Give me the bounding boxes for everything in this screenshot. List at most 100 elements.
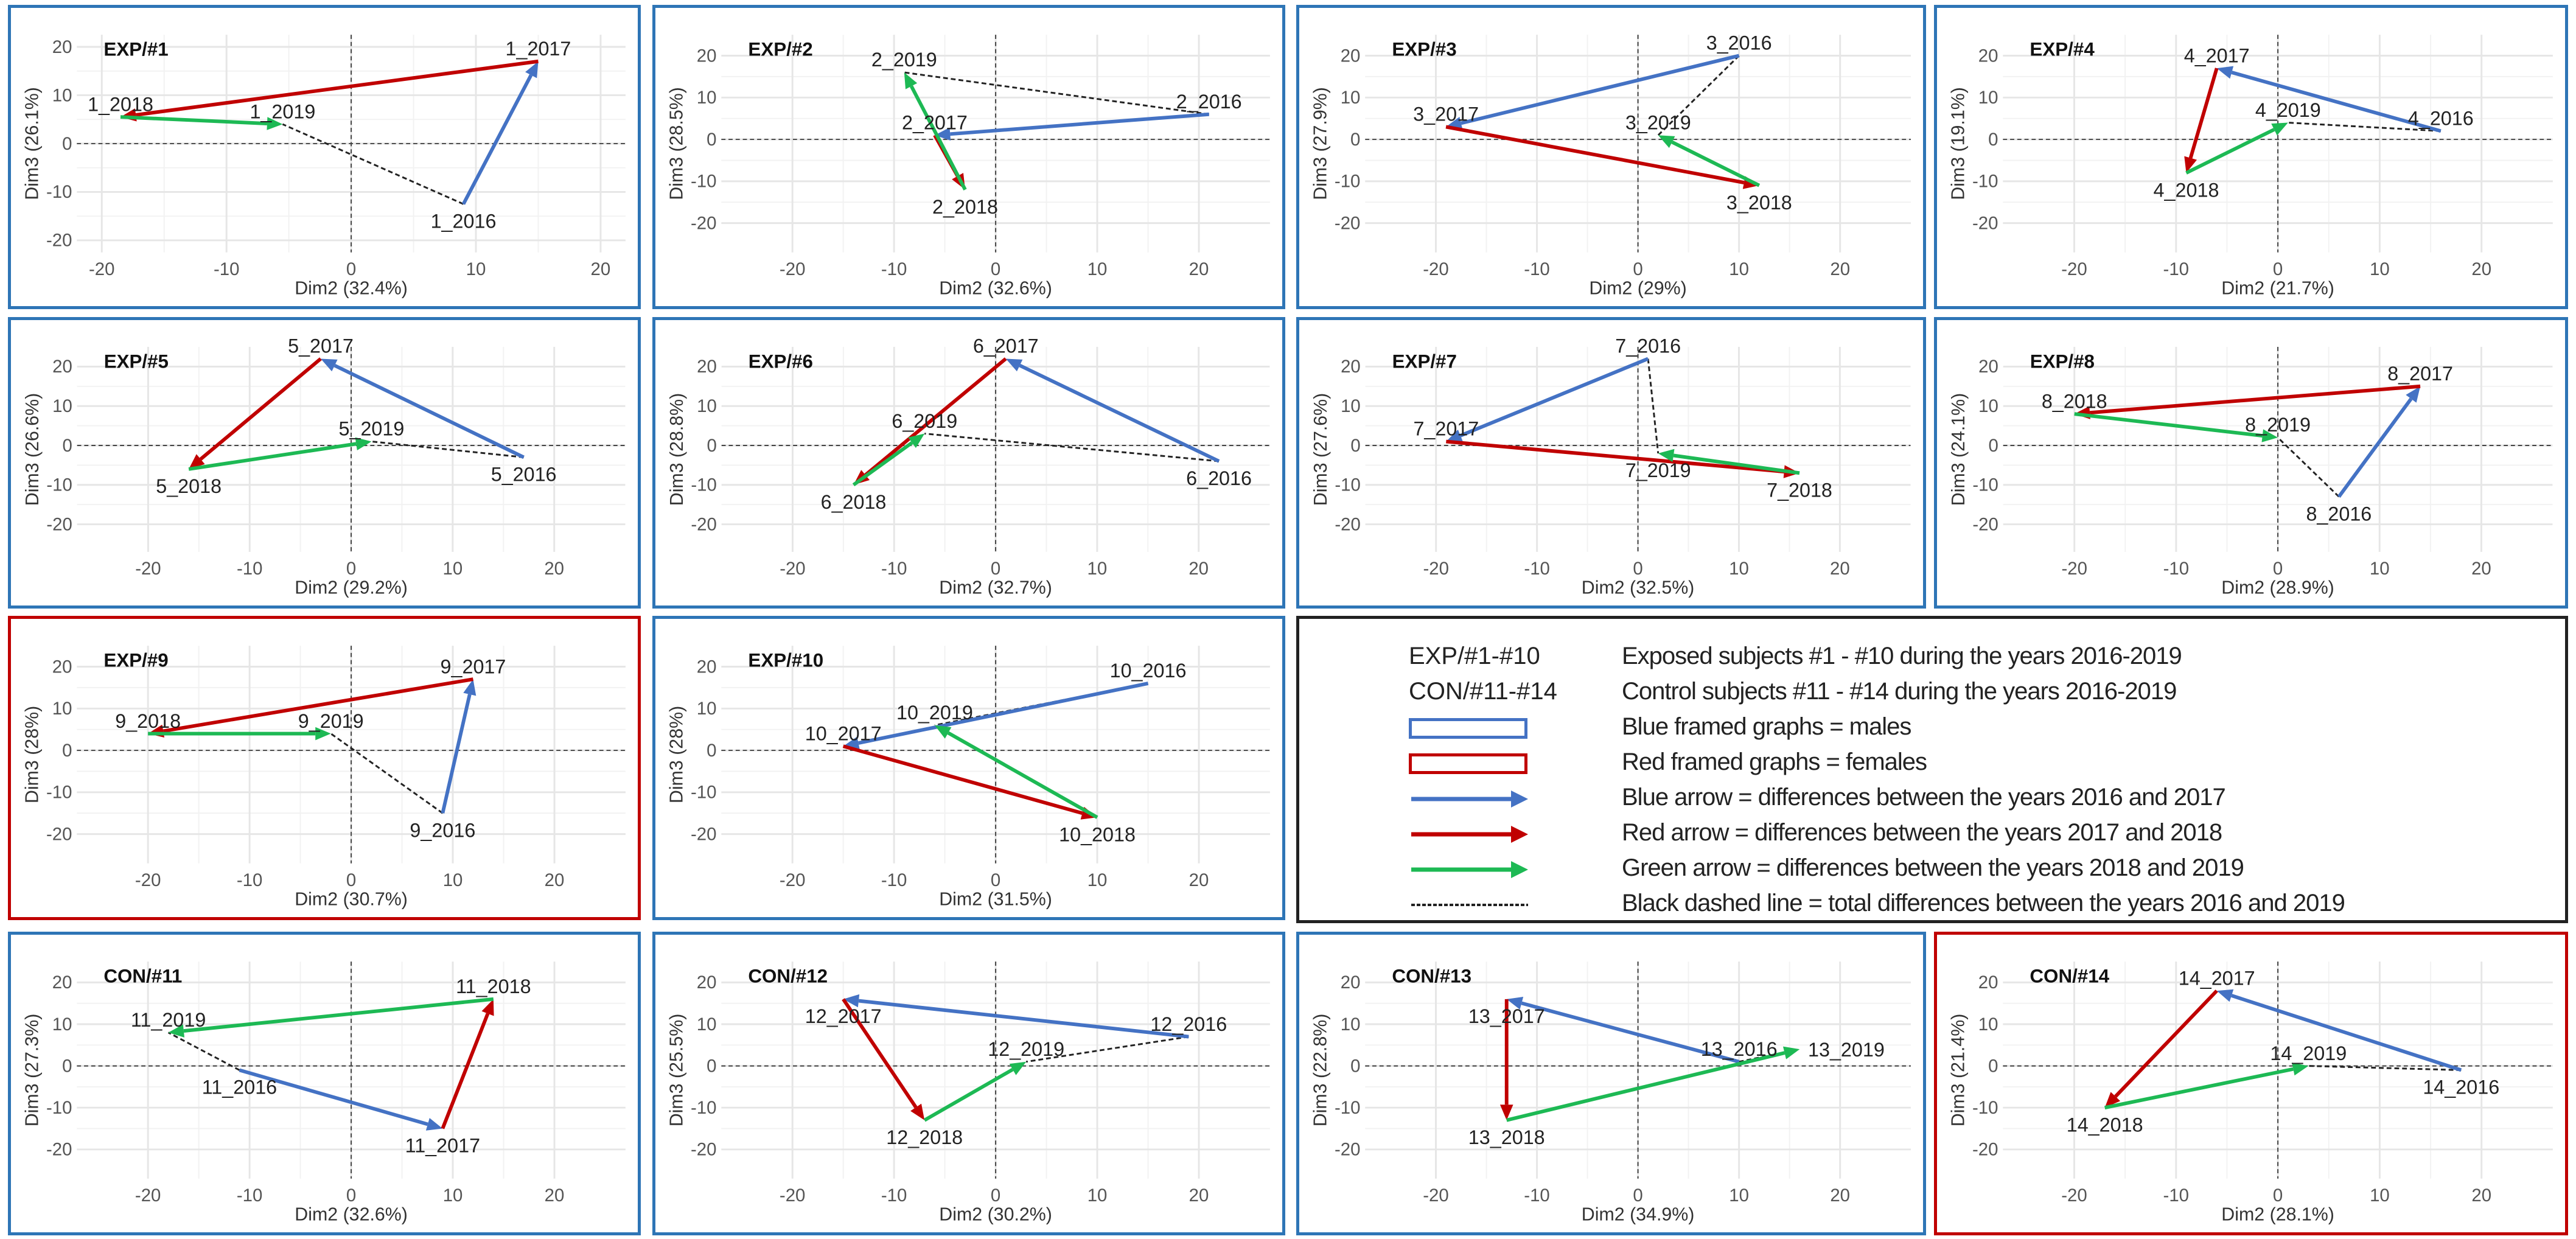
chart-panel-10: -20 -10 0 10 20 20 10 0 -10 -20 Dim2 (31.5%) Dim3 (… (652, 616, 1285, 920)
x-axis-label: Dim2 (32.6%) (939, 277, 1052, 298)
point-label: 2_2019 (871, 49, 937, 71)
y-axis-label: Dim3 (19.1%) (1948, 87, 1969, 200)
dashed-line-icon (1409, 891, 1531, 915)
y-tick-label: 10 (52, 85, 72, 105)
legend-desc-females: Red framed graphs = females (1622, 749, 1927, 775)
y-axis-label: Dim3 (26.6%) (23, 393, 43, 506)
y-tick-label: 10 (1341, 88, 1361, 108)
y-tick-label: 0 (707, 741, 716, 761)
chart-panel-1: -20 -10 0 10 20 20 10 0 -10 -20 Dim2 (32.4%) Dim3 (… (8, 5, 641, 309)
point-label: 4_2017 (2184, 44, 2250, 66)
point-label: 4_2016 (2408, 108, 2474, 130)
arrow-2018-2019-head (355, 437, 372, 450)
y-axis-label: Dim3 (28%) (666, 706, 687, 803)
chart-panel-3: -20 -10 0 10 20 20 10 0 -10 -20 Dim2 (29%) Dim3 (27… (1296, 5, 1926, 309)
arrow-2017-2018 (2089, 384, 2421, 415)
point-label: 8_2019 (2245, 414, 2311, 436)
y-tick-label: 20 (697, 46, 717, 66)
y-tick-label: 10 (697, 1014, 717, 1035)
y-tick-label: 20 (52, 972, 72, 993)
point-label: 5_2017 (288, 335, 354, 357)
legend-desc-dashed: Black dashed line = total differences be… (1622, 890, 2345, 916)
x-tick-label: -10 (881, 870, 907, 890)
panel-title: EXP/#9 (103, 649, 168, 671)
y-tick-label: 10 (52, 396, 72, 416)
x-tick-label: 10 (1087, 559, 1108, 579)
chart-svg: -20 -10 0 10 20 20 10 0 -10 -20 Dim2 (31.5%) Dim3 (… (666, 646, 1270, 909)
panel-title: EXP/#7 (1392, 351, 1457, 372)
y-tick-label: -10 (1335, 1098, 1360, 1118)
blue-arrow-icon (1409, 785, 1531, 809)
point-label: 1_2016 (431, 211, 497, 232)
y-tick-label: 10 (1978, 396, 1998, 416)
x-tick-label: -20 (1423, 559, 1449, 579)
arrow-2017-2018 (441, 1013, 490, 1129)
arrow-2016-2017 (858, 999, 1189, 1039)
x-tick-label: 10 (2370, 559, 2390, 579)
x-axis-label: Dim2 (31.5%) (939, 888, 1052, 909)
x-tick-label: 20 (1830, 559, 1850, 579)
point-label: 7_2017 (1413, 418, 1479, 440)
y-tick-label: -10 (46, 475, 72, 495)
panel-title: CON/#14 (2030, 965, 2109, 986)
point-label: 3_2016 (1706, 32, 1772, 54)
y-tick-label: -20 (691, 824, 716, 844)
panel-title: EXP/#10 (748, 649, 823, 671)
x-tick-label: 10 (466, 259, 486, 279)
y-tick-label: 10 (52, 1014, 72, 1035)
x-tick-label: 10 (1087, 259, 1108, 279)
y-tick-label: 10 (1978, 1014, 1998, 1035)
chart-svg: -20 -10 0 10 20 20 10 0 -10 -20 Dim2 (32.7%) Dim3 (… (667, 335, 1270, 598)
total-difference-line (2277, 436, 2340, 498)
chart-panel-11: -20 -10 0 10 20 20 10 0 -10 -20 Dim2 (32.6%) Dim3 (… (8, 932, 641, 1235)
arrow-2017-2018 (2188, 68, 2219, 159)
y-tick-label: 20 (1978, 46, 1998, 66)
point-label: 8_2016 (2306, 503, 2372, 525)
point-label: 11_2017 (405, 1135, 480, 1157)
y-tick-label: 0 (1988, 1056, 1998, 1076)
y-axis-label: Dim3 (27.9%) (1310, 87, 1331, 200)
x-tick-label: -10 (2163, 1185, 2189, 1206)
x-tick-label: -10 (881, 1185, 907, 1206)
chart-panel-4: -20 -10 0 10 20 20 10 0 -10 -20 Dim2 (21.7%) Dim3 (… (1934, 5, 2568, 309)
y-tick-label: 10 (1341, 396, 1361, 416)
x-tick-label: 20 (1189, 870, 1209, 890)
point-label: 6_2019 (892, 410, 957, 432)
arrow-2017-2018-head (481, 999, 494, 1016)
arrow-2017-2018 (162, 677, 473, 733)
arrow-2017-2018-head (189, 454, 205, 469)
point-label: 1_2018 (88, 93, 153, 115)
y-tick-label: -20 (1335, 213, 1360, 233)
panel-title: EXP/#2 (748, 38, 812, 60)
x-tick-label: 10 (443, 559, 463, 579)
y-tick-label: -20 (1335, 1140, 1360, 1160)
chart-svg: -20 -10 0 10 20 20 10 0 -10 -20 Dim2 (32.6%) Dim3 (… (666, 35, 1270, 298)
total-difference-line (924, 433, 1220, 462)
arrow-2016-2017-head (1005, 358, 1023, 372)
x-tick-label: 20 (544, 559, 564, 579)
chart-panel-13: -20 -10 0 10 20 20 10 0 -10 -20 Dim2 (34.9%) Dim3 (… (1296, 932, 1926, 1235)
arrow-2017-2018 (1445, 125, 1745, 184)
chart-svg: -20 -10 0 10 20 20 10 0 -10 -20 Dim2 (34.9%) Dim3 (… (1311, 962, 1911, 1224)
x-tick-label: 20 (1189, 559, 1209, 579)
y-tick-label: 20 (52, 357, 72, 377)
y-tick-label: 0 (707, 436, 716, 456)
legend-key-exp: EXP/#1-#10 (1409, 643, 1540, 669)
point-label: 7_2018 (1767, 479, 1832, 501)
y-tick-label: -10 (1972, 475, 1998, 495)
x-tick-label: -10 (1524, 559, 1549, 579)
arrow-2018-2019 (1506, 1051, 1785, 1122)
x-tick-label: 10 (1729, 1185, 1749, 1206)
chart-panel-8: -20 -10 0 10 20 20 10 0 -10 -20 Dim2 (28.9%) Dim3 (… (1934, 317, 2568, 609)
arrow-2018-2019-head (267, 117, 283, 130)
y-tick-label: -10 (1972, 172, 1998, 192)
x-tick-label: 10 (1087, 870, 1108, 890)
arrow-2016-2017 (441, 694, 472, 814)
x-tick-label: 20 (545, 1185, 565, 1206)
point-label: 14_2019 (2270, 1042, 2347, 1064)
y-axis-label: Dim3 (28.5%) (666, 87, 687, 200)
y-tick-label: -20 (1972, 213, 1998, 233)
y-tick-label: 0 (1350, 130, 1360, 150)
x-axis-label: Dim2 (28.1%) (2221, 1204, 2334, 1224)
point-label: 2_2018 (932, 196, 998, 218)
